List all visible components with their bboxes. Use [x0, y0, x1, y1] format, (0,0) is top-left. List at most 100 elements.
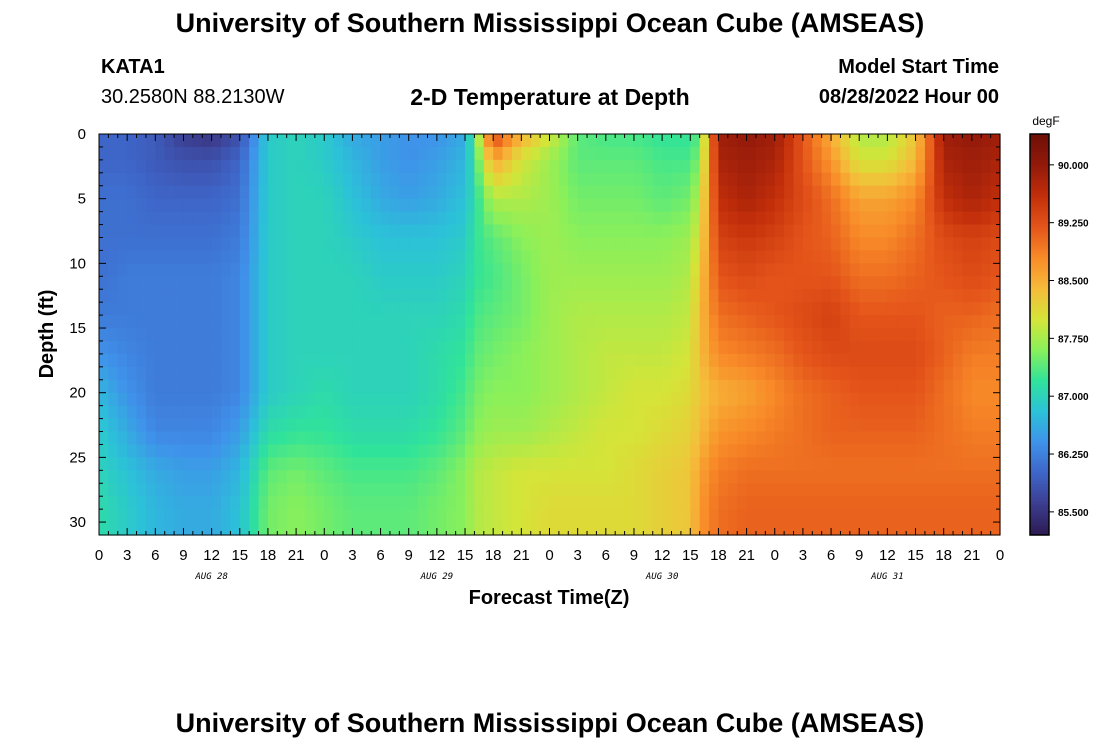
heatmap-cell	[427, 470, 438, 484]
heatmap-cell	[418, 470, 429, 484]
heatmap-cell	[924, 315, 935, 329]
heatmap-cell	[577, 159, 588, 174]
heatmap-cell	[502, 185, 513, 200]
heatmap-cell	[633, 328, 644, 342]
x-tick-label: 15	[907, 547, 924, 564]
heatmap-cell	[192, 315, 203, 329]
heatmap-cell	[314, 237, 325, 252]
heatmap-cell	[652, 302, 663, 316]
heatmap-cell	[286, 457, 297, 471]
heatmap-cell	[465, 315, 476, 329]
heatmap-cell	[990, 353, 1001, 368]
heatmap-cell	[408, 328, 419, 342]
heatmap-cell	[934, 509, 945, 523]
heatmap-cell	[727, 289, 738, 303]
heatmap-cell	[859, 276, 870, 290]
heatmap-cell	[624, 185, 635, 200]
heatmap-cell	[709, 444, 720, 458]
heatmap-cell	[521, 134, 532, 148]
heatmap-cell	[145, 353, 156, 368]
heatmap-cell	[755, 457, 766, 471]
heatmap-cell	[202, 315, 213, 329]
heatmap-cell	[343, 379, 354, 394]
heatmap-cell	[587, 353, 598, 368]
heatmap-cell	[314, 470, 325, 484]
heatmap-cell	[230, 289, 241, 303]
heatmap-cell	[324, 522, 335, 536]
heatmap-cell	[371, 470, 382, 484]
heatmap-cell	[868, 302, 879, 316]
x-tick-label: 9	[630, 547, 638, 564]
heatmap-cell	[502, 483, 513, 497]
heatmap-cell	[849, 379, 860, 394]
heatmap-cell	[277, 263, 288, 277]
heatmap-cell	[183, 134, 194, 148]
heatmap-cell	[737, 431, 748, 446]
heatmap-cell	[164, 315, 175, 329]
heatmap-cell	[530, 496, 541, 510]
heatmap-cell	[99, 250, 109, 264]
heatmap-cell	[718, 444, 729, 458]
heatmap-cell	[99, 379, 109, 394]
heatmap-cell	[568, 340, 579, 355]
heatmap-cell	[793, 224, 804, 239]
heatmap-cell	[793, 172, 804, 187]
heatmap-cell	[690, 496, 701, 510]
heatmap-cell	[192, 418, 203, 433]
heatmap-cell	[662, 146, 673, 161]
heatmap-cell	[155, 444, 166, 458]
heatmap-cell	[615, 185, 626, 200]
heatmap-cell	[962, 379, 973, 394]
heatmap-cell	[502, 392, 513, 407]
heatmap-cell	[868, 366, 879, 381]
heatmap-cell	[934, 457, 945, 471]
heatmap-cell	[117, 483, 128, 497]
heatmap-cell	[906, 444, 917, 458]
heatmap-cell	[465, 211, 476, 226]
heatmap-cell	[737, 405, 748, 420]
heatmap-cell	[192, 496, 203, 510]
heatmap-cell	[511, 366, 522, 381]
heatmap-cell	[549, 185, 560, 200]
heatmap-cell	[211, 198, 222, 213]
heatmap-cell	[812, 289, 823, 303]
heatmap-cell	[183, 340, 194, 355]
heatmap-cell	[877, 134, 888, 148]
heatmap-cell	[446, 379, 457, 394]
heatmap-cell	[108, 509, 119, 523]
heatmap-cell	[277, 250, 288, 264]
heatmap-cell	[192, 146, 203, 161]
heatmap-cell	[633, 444, 644, 458]
heatmap-cell	[380, 496, 391, 510]
heatmap-cell	[371, 198, 382, 213]
heatmap-cell	[605, 276, 616, 290]
colorbar-tick-label: 89.250	[1058, 219, 1089, 230]
heatmap-cell	[943, 172, 954, 187]
heatmap-cell	[906, 379, 917, 394]
heatmap-cell	[174, 496, 185, 510]
heatmap-cell	[389, 263, 400, 277]
heatmap-cell	[802, 263, 813, 277]
heatmap-cell	[408, 211, 419, 226]
heatmap-cell	[99, 509, 109, 523]
heatmap-cell	[615, 522, 626, 536]
heatmap-cell	[446, 159, 457, 174]
heatmap-cell	[877, 224, 888, 239]
heatmap-cell	[718, 146, 729, 161]
heatmap-cell	[286, 328, 297, 342]
x-tick-label: 18	[260, 547, 277, 564]
heatmap-cell	[662, 159, 673, 174]
heatmap-cell	[493, 444, 504, 458]
heatmap-cell	[755, 379, 766, 394]
heatmap-cell	[296, 522, 307, 536]
heatmap-cell	[436, 134, 447, 148]
heatmap-cell	[577, 392, 588, 407]
heatmap-cell	[896, 185, 907, 200]
heatmap-cell	[352, 198, 363, 213]
heatmap-cell	[633, 366, 644, 381]
heatmap-cell	[540, 224, 551, 239]
heatmap-cell	[183, 353, 194, 368]
heatmap-cell	[446, 146, 457, 161]
heatmap-cell	[249, 302, 260, 316]
heatmap-cell	[746, 522, 757, 536]
